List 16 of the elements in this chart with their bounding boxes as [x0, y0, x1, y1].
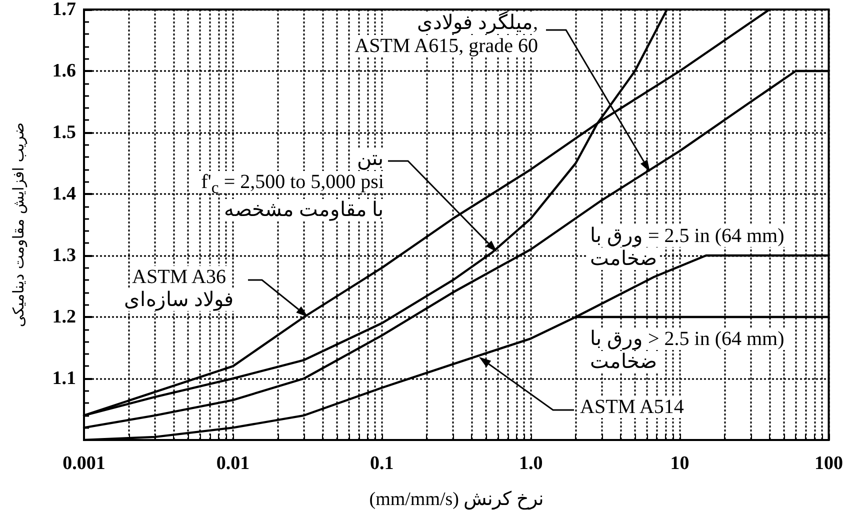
x-axis-title: (mm/mm/s) نرخ کرنش — [369, 489, 544, 510]
annotation: ASTM A514 — [578, 396, 686, 418]
y-tick-label: 1.4 — [52, 184, 76, 204]
x-tick-label: 100 — [814, 453, 843, 474]
x-tick-label: 0.001 — [62, 453, 106, 474]
x-tick-label: 10 — [670, 453, 690, 474]
x-tick-label: 1.0 — [518, 453, 543, 474]
y-axis-title: ضریب افزایش مقاومت دینامیکی — [10, 122, 28, 328]
x-tick-label: 0.1 — [370, 453, 394, 474]
y-tick-label: 1.7 — [52, 0, 76, 20]
y-tick-label: 1.6 — [52, 60, 76, 82]
y-tick-label: 1.5 — [52, 122, 76, 143]
x-tick-label: 0.01 — [216, 453, 250, 474]
y-tick-label: 1.3 — [52, 245, 76, 266]
y-tick-label: 1.1 — [52, 368, 76, 389]
y-tick-label: 1.2 — [52, 306, 76, 328]
